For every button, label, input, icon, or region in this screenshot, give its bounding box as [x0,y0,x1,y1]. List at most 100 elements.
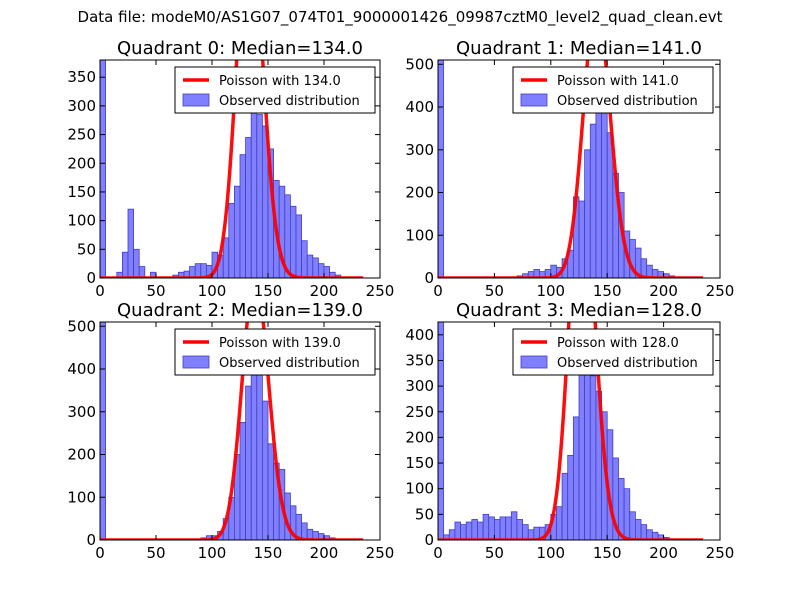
x-tick-label: 150 [593,282,622,300]
y-tick-label: 400 [67,360,96,378]
histogram-bar [589,123,597,278]
histogram-bar [589,375,597,540]
histogram-bar [578,200,586,278]
legend-curve-label: Poisson with 141.0 [557,74,679,89]
histogram-bar [250,360,258,540]
histogram-bar [317,263,325,278]
x-tick-label: 100 [536,544,565,562]
y-tick-label: 200 [67,154,96,172]
histogram-bar [100,322,106,540]
histogram-bar [556,506,563,540]
histogram-bar [233,185,241,278]
histogram-bar [488,516,495,540]
histogram-bar [127,208,134,278]
axes-frame [437,321,721,541]
chart-panel-1: 0 50 100 150 200 250 0 100 200 300 400 500 Quadrant … [405,38,735,300]
histogram-bar [289,205,297,278]
plot-area [438,322,704,540]
y-tick-label: 150 [67,183,96,201]
legend-curve-label: Poisson with 139.0 [219,336,341,351]
histogram-bar [222,237,230,278]
histogram-bar [267,443,274,540]
histogram-bar [245,137,252,278]
axes-frame [437,59,721,279]
x-tick-label: 50 [485,282,504,300]
histogram-bar [595,89,602,278]
x-tick-label: 50 [146,544,165,562]
histogram-bar [572,416,580,540]
histogram-bar [250,105,258,278]
histogram-bar [567,454,574,540]
histogram-bar [438,322,445,540]
histogram-bar [301,522,308,540]
histogram-bar [256,114,263,278]
y-tick-label: 350 [405,351,434,369]
y-tick-label: 200 [67,446,96,464]
y-tick-label: 50 [415,505,434,523]
legend-hist-label: Observed distribution [219,356,360,371]
histogram-bar [460,524,467,540]
histogram-bar [601,110,608,278]
chart-panel-2: 0 50 100 150 200 250 0 100 200 300 400 500 Quadrant … [67,300,394,562]
x-tick-label: 100 [536,282,565,300]
y-tick-label: 200 [405,428,434,446]
x-tick-label: 0 [433,282,443,300]
histogram-bar [465,521,473,540]
legend-bar-swatch [520,93,548,107]
histogram-bar [239,422,246,540]
x-tick-label: 250 [706,282,735,300]
x-tick-label: 150 [593,544,622,562]
x-tick-label: 150 [254,282,283,300]
figure-title: Data file: modeM0/AS1G07_074T01_90000014… [77,8,723,26]
legend-curve-label: Poisson with 134.0 [219,74,341,89]
histogram-bar [584,149,591,278]
histogram-bar [635,519,642,540]
legend: Poisson with 139.0 Observed distribution [174,328,376,376]
chart-panel-0: 0 50 100 150 200 250 0 50 100 150 200 250 300 350 Quad… [67,38,394,300]
histogram-bar [256,368,263,540]
histogram-bar [301,240,308,278]
y-tick-label: 100 [67,212,96,230]
axes-frame [99,321,381,541]
y-tick-label: 0 [86,269,96,287]
y-tick-label: 0 [424,531,434,549]
legend-curve-label: Poisson with 128.0 [557,336,679,351]
x-tick-label: 200 [649,544,678,562]
histogram-bar [245,385,252,540]
histogram-bar [477,521,484,540]
histogram-bar [640,524,648,540]
y-tick-label: 250 [405,403,434,421]
y-tick-label: 150 [405,454,434,472]
legend: Poisson with 141.0 Observed distribution [512,66,714,114]
plot-area [100,60,364,278]
histogram-bar [561,472,569,540]
panel-title: Quadrant 1: Median=141.0 [456,38,702,59]
x-tick-label: 250 [706,544,735,562]
legend-hist-label: Observed distribution [557,94,698,109]
y-tick-label: 0 [424,269,434,287]
legend-hist-label: Observed distribution [219,94,360,109]
histogram-bar [228,203,235,278]
histogram-bar [522,524,529,540]
y-tick-label: 100 [67,488,96,506]
plot-area [100,322,364,540]
histogram-bar [122,251,129,278]
histogram-bar [516,519,524,540]
y-tick-label: 400 [405,98,434,116]
y-tick-label: 500 [67,317,96,335]
histogram-bar [100,60,106,278]
y-tick-label: 400 [405,326,434,344]
y-tick-label: 100 [405,226,434,244]
panel-title: Quadrant 0: Median=134.0 [117,38,363,59]
legend-bar-swatch [182,93,210,107]
y-tick-label: 300 [67,97,96,115]
chart-panel-3: 0 50 100 150 200 250 0 50 100 150 200 250 300 350 400 Q… [405,300,735,562]
legend: Poisson with 134.0 Observed distribution [174,66,376,114]
y-tick-label: 300 [405,141,434,159]
histogram-bar [510,511,518,540]
histogram-bar [505,516,512,540]
histogram-bar [578,365,586,540]
histogram-bar [482,513,490,540]
histogram-bar [471,519,478,540]
